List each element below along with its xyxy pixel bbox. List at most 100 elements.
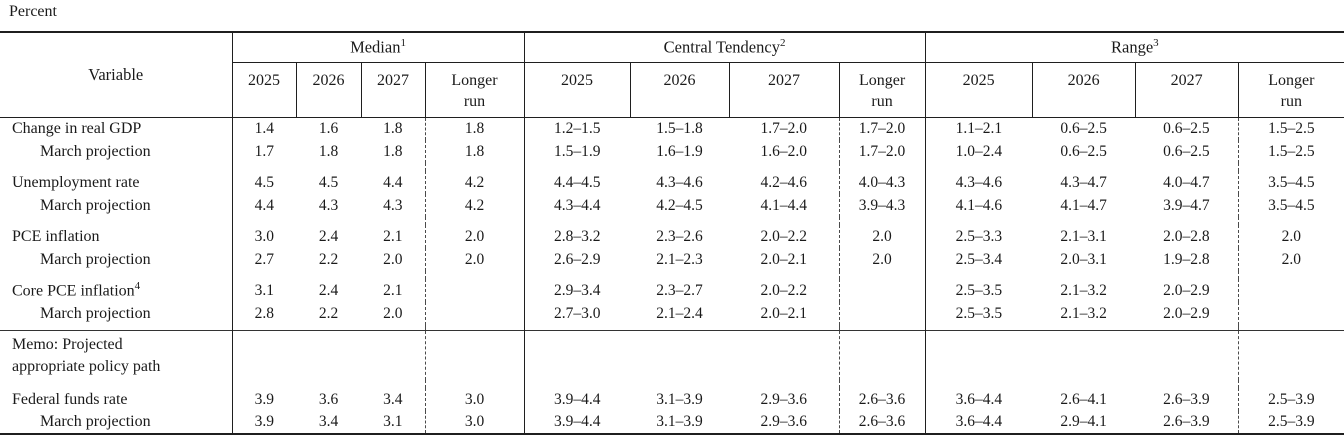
value-cell: 2.0–2.9 [1163, 281, 1210, 299]
row-label: March projection [0, 194, 233, 217]
value-cell: 1.6–1.9 [656, 142, 703, 160]
value-cell: 4.5 [318, 173, 339, 191]
value-cell: 2.5–3.5 [955, 281, 1003, 299]
value-cell: 0.6–2.5 [1060, 142, 1107, 160]
group-header-central-tendency: Central Tendency2 [523, 32, 926, 63]
value-cell: 1.7–2.0 [760, 119, 808, 137]
value-cell: 2.7–3.0 [554, 304, 601, 322]
value-cell: 3.1 [383, 413, 403, 430]
value-cell [232, 380, 296, 388]
value-cell: 3.0 [254, 227, 274, 245]
value-cell: 4.3 [318, 196, 339, 214]
value-cell [524, 380, 630, 388]
value-cell: 0.6–2.5 [1163, 142, 1210, 160]
value-cell [1032, 217, 1135, 225]
value-cell: 2.0 [1237, 248, 1344, 271]
group-header-range: Range3 [924, 32, 1344, 63]
value-cell: 2.0–2.2 [760, 281, 808, 299]
value-cell: 3.5–4.5 [1237, 194, 1344, 217]
units-label: Percent [9, 3, 57, 20]
value-cell [424, 325, 525, 330]
value-cell [296, 329, 361, 380]
table-row-federal-funds-rate: Federal funds rate 3.9 3.6 3.4 3.0 3.9–4.4 3.1… [0, 388, 1344, 411]
value-cell: 4.3–4.6 [955, 173, 1003, 191]
value-cell: 2.6–3.9 [1163, 413, 1210, 430]
value-cell: 4.4 [254, 196, 274, 214]
value-cell: 1.1–2.1 [955, 119, 1003, 137]
value-cell [296, 163, 361, 171]
col-header-central-tendency-2027: 2027 [728, 62, 840, 118]
value-cell: 2.6–4.1 [1060, 390, 1107, 408]
value-cell [1135, 329, 1239, 380]
value-cell: 4.0–4.7 [1163, 173, 1210, 191]
col-header-range-2025: 2025 [924, 62, 1033, 118]
value-cell [925, 329, 1033, 380]
value-cell: 2.6–3.9 [1163, 390, 1210, 408]
value-cell: 1.4 [254, 119, 274, 137]
value-cell [232, 329, 296, 380]
group-header-row: Variable Median1 Central Tendency2 Range3 [0, 32, 1344, 118]
value-cell: 1.5–1.9 [554, 142, 601, 160]
value-cell: 1.7–2.0 [838, 117, 926, 140]
value-cell: 2.1–2.3 [656, 250, 703, 268]
value-cell [729, 329, 840, 380]
value-cell [630, 380, 729, 388]
value-cell [630, 217, 729, 225]
value-cell [729, 380, 839, 388]
col-header-median-2026: 2026 [295, 62, 362, 118]
value-cell: 4.2 [424, 194, 525, 217]
value-cell: 2.0 [838, 225, 926, 248]
value-cell: 2.9–3.6 [760, 413, 808, 430]
row-label: Core PCE inflation4 [0, 279, 233, 302]
value-cell: 2.0 [424, 248, 525, 271]
value-cell: 2.0 [383, 304, 403, 322]
value-cell [630, 271, 729, 279]
value-cell [424, 163, 525, 171]
value-cell: 2.7 [254, 250, 274, 268]
value-cell: 3.9 [254, 413, 274, 430]
value-cell [361, 329, 425, 380]
value-cell [630, 163, 729, 171]
value-cell: 3.1–3.9 [656, 390, 703, 408]
value-cell: 2.0 [838, 248, 926, 271]
spacer-row [0, 217, 1344, 225]
row-label [0, 325, 233, 330]
value-cell [524, 329, 631, 380]
value-cell [424, 279, 525, 302]
value-cell [1032, 380, 1135, 388]
value-cell: 1.6–2.0 [760, 142, 808, 160]
row-label: March projection [0, 411, 233, 434]
value-cell: 2.2 [318, 304, 339, 322]
col-header-range-2026: 2026 [1031, 62, 1136, 118]
table-row-march-projection: March projection 4.4 4.3 4.3 4.2 4.3–4.4 4.2–4… [0, 194, 1344, 217]
value-cell: 2.2 [318, 250, 339, 268]
value-cell [925, 380, 1032, 388]
value-cell [1032, 329, 1136, 380]
value-cell: 2.9–3.4 [554, 281, 601, 299]
value-cell [1237, 279, 1344, 302]
value-cell: 2.5–3.4 [955, 250, 1003, 268]
table-row-march-projection: March projection 1.7 1.8 1.8 1.8 1.5–1.9 1.6–1… [0, 140, 1344, 163]
row-label [0, 217, 233, 225]
value-cell [838, 279, 926, 302]
value-cell: 4.2 [424, 171, 525, 194]
value-cell: 1.5–2.5 [1237, 140, 1344, 163]
row-label [0, 271, 233, 279]
value-cell [925, 217, 1032, 225]
value-cell [1237, 325, 1344, 330]
value-cell [361, 380, 425, 388]
value-cell: 1.8 [424, 140, 525, 163]
value-cell: 2.0–2.9 [1163, 304, 1210, 322]
value-cell: 2.8 [254, 304, 274, 322]
value-cell: 2.6–2.9 [554, 250, 601, 268]
col-header-median-longer-run: Longer run [424, 62, 525, 118]
value-cell: 3.9 [254, 390, 274, 408]
value-cell [1032, 271, 1135, 279]
value-cell: 1.8 [383, 119, 403, 137]
value-cell: 1.8 [424, 117, 525, 140]
value-cell [838, 163, 926, 171]
value-cell: 4.2–4.5 [656, 196, 703, 214]
value-cell: 4.1–4.4 [760, 196, 808, 214]
value-cell: 0.6–2.5 [1060, 119, 1107, 137]
value-cell: 3.4 [318, 413, 339, 430]
